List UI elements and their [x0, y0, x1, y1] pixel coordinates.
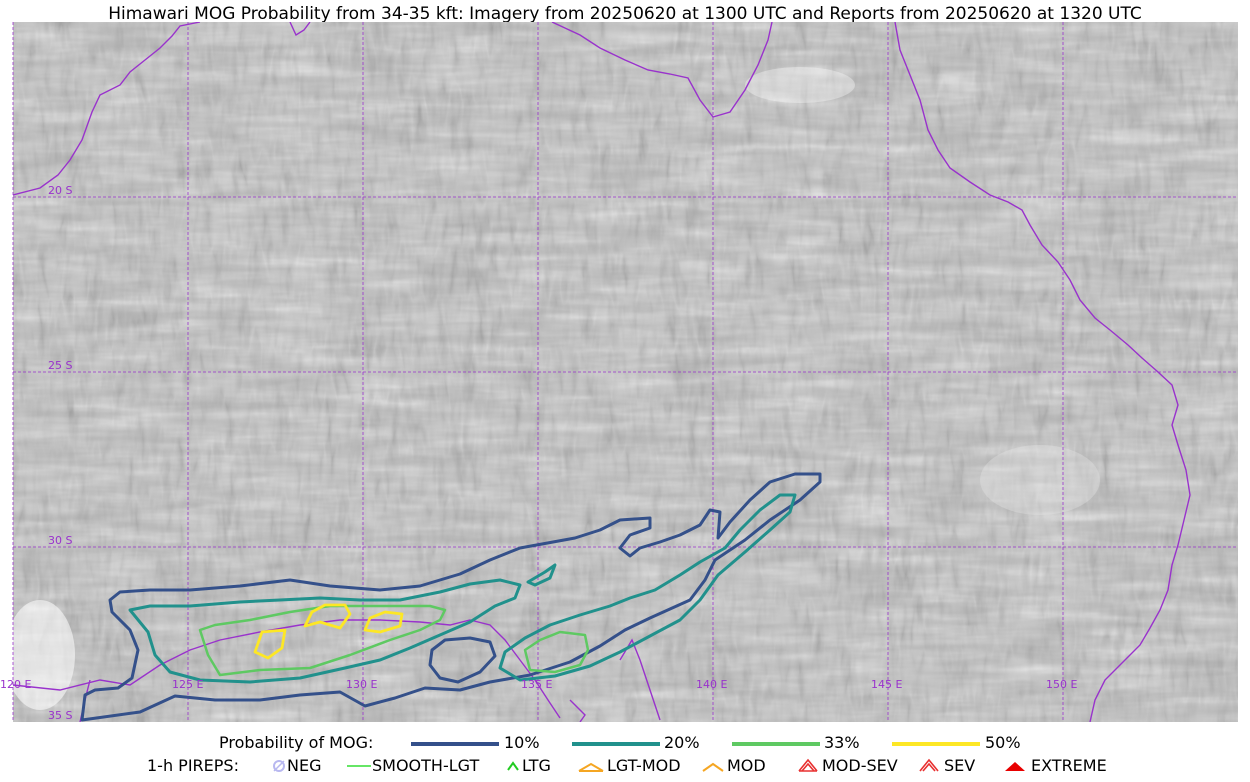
mod-sev-label: MOD-SEV [822, 756, 898, 775]
lat-label-35s: 35 S [48, 709, 72, 722]
lon-label-130e: 130 E [346, 678, 377, 691]
p50-swatch [892, 742, 980, 746]
smooth-lgt-label: SMOOTH-LGT [372, 756, 480, 775]
probability-legend: Probability of MOG: 10% 20% 33% 50% [0, 732, 1250, 754]
p33-label: 33% [824, 733, 860, 752]
p20-swatch [572, 742, 660, 746]
mod-icon [702, 762, 724, 772]
map-panel: 20 S 25 S 30 S 35 S 120 E 125 E 130 E 13… [0, 22, 1238, 722]
neg-label: NEG [287, 756, 322, 775]
ltg-label: LTG [522, 756, 551, 775]
pireps-legend: 1-h PIREPS: NEG SMOOTH-LGT LTG LGT-MOD M… [0, 755, 1250, 777]
smooth-lgt-icon [347, 765, 371, 767]
probability-legend-label: Probability of MOG: [219, 733, 374, 752]
mod-sev-icon [798, 758, 818, 772]
sev-icon [919, 758, 939, 772]
p33-swatch [732, 742, 820, 746]
p10-label: 10% [504, 733, 540, 752]
pireps-legend-label: 1-h PIREPS: [147, 756, 239, 775]
mog-contour-20 [128, 493, 797, 684]
lat-lon-grid [12, 22, 1238, 722]
coastline [13, 22, 1191, 722]
lon-label-145e: 145 E [871, 678, 902, 691]
extreme-label: EXTREME [1031, 756, 1107, 775]
map-title: Himawari MOG Probability from 34-35 kft:… [108, 4, 1142, 24]
lon-label-135e: 135 E [521, 678, 552, 691]
mog-contour-10 [80, 472, 822, 722]
lat-label-25s: 25 S [48, 359, 72, 372]
lgt-mod-label: LGT-MOD [607, 756, 681, 775]
lgt-mod-icon [578, 762, 604, 772]
p20-label: 20% [664, 733, 700, 752]
lon-label-120e: 120 E [0, 678, 31, 691]
sev-label: SEV [944, 756, 976, 775]
extreme-icon [1005, 762, 1025, 771]
p10-swatch [411, 742, 499, 746]
neg-icon [273, 760, 285, 772]
lon-label-150e: 150 E [1046, 678, 1077, 691]
lat-label-30s: 30 S [48, 534, 72, 547]
mog-contour-50 [253, 603, 404, 660]
ltg-icon [507, 761, 519, 771]
lon-label-140e: 140 E [696, 678, 727, 691]
lat-label-20s: 20 S [48, 184, 72, 197]
mod-label: MOD [727, 756, 766, 775]
p50-label: 50% [985, 733, 1021, 752]
lon-label-125e: 125 E [172, 678, 203, 691]
mog-contour-33 [198, 604, 590, 677]
